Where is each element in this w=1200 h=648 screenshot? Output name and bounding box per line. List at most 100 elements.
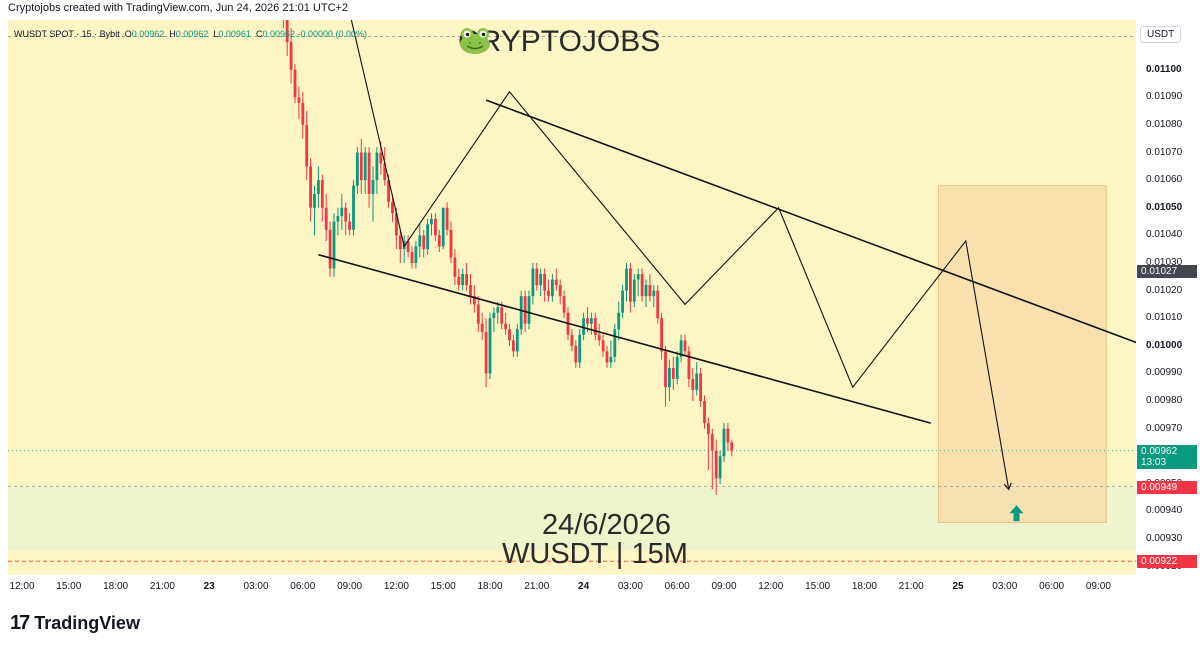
candle-body — [578, 334, 582, 363]
candle-body — [636, 274, 640, 280]
time-axis-label: 03:00 — [617, 581, 643, 592]
price-tick-label: 0.01010 — [1146, 312, 1183, 324]
candle-body — [617, 312, 621, 330]
channel-lower-line — [318, 253, 931, 424]
candle-body — [601, 340, 605, 352]
candle-body — [535, 268, 539, 286]
last-price-badge-value: 0.00962 — [1141, 445, 1178, 457]
chart-attribution: Cryptojobs created with TradingView.com,… — [8, 2, 349, 14]
candle-body — [332, 221, 336, 269]
time-axis-label: 15:00 — [805, 581, 831, 592]
chart-plot-area[interactable]: WUSDT SPOT · 15 · Bybit O0.00962 H0.0096… — [8, 20, 1136, 575]
candle-body — [422, 235, 426, 250]
time-axis[interactable]: 12:00 15:00 18:00 21:00 23 03:00 06:00 09:00 12:… — [8, 575, 1136, 599]
candle-body — [590, 318, 593, 324]
time-axis-label: 03:00 — [243, 581, 269, 592]
channel-upper-line — [485, 99, 1136, 344]
candle-body — [480, 323, 484, 333]
time-axis-label: 06:00 — [1039, 581, 1065, 592]
candle-body — [558, 285, 562, 297]
candle-body — [348, 221, 351, 230]
candle-body — [656, 290, 660, 319]
price-tick-label: 0.00980 — [1146, 395, 1183, 407]
price-tick-label: 0.00930 — [1146, 533, 1183, 545]
candle-body — [301, 102, 305, 125]
candle-body — [305, 124, 309, 167]
price-tick-label: 0.01000 — [1146, 339, 1183, 351]
candle-body — [324, 207, 328, 230]
time-axis-label: 09:00 — [711, 581, 737, 592]
tradingview-logo[interactable]: 17 TradingView — [10, 612, 140, 634]
candle-body — [285, 20, 289, 43]
candle-body — [691, 378, 695, 390]
candle-body — [297, 97, 301, 103]
candle-body — [461, 274, 465, 286]
candle-body — [675, 356, 679, 379]
ohlc-legend: WUSDT SPOT · 15 · Bybit O0.00962 H0.0096… — [14, 29, 367, 39]
candle-body — [367, 152, 371, 194]
legend-low: 0.00961 — [218, 29, 251, 39]
candle-body — [523, 296, 527, 324]
candle-body — [644, 285, 648, 297]
brand-text: CRYPTOJOBS — [458, 25, 661, 58]
candle-body — [457, 276, 461, 286]
candle-body — [543, 274, 546, 291]
candle-body — [613, 329, 617, 357]
candle-body — [629, 268, 632, 302]
candle-body — [730, 442, 734, 451]
candle-body — [570, 334, 574, 346]
candle-body — [391, 202, 394, 214]
time-axis-label: 18:00 — [103, 581, 129, 592]
candle-body — [722, 428, 726, 457]
candlestick-chart — [8, 20, 1136, 562]
candle-body — [527, 296, 531, 324]
candle-body — [664, 351, 667, 388]
tradingview-mark-icon: 17 — [10, 611, 30, 634]
candle-body — [476, 304, 480, 324]
price-tick-label: 0.00940 — [1146, 505, 1183, 517]
price-tick-label: 0.01080 — [1146, 118, 1183, 130]
price-axis[interactable]: USDT 0.01100 0.01090 0.01080 0.01070 0.01060… — [1136, 20, 1200, 575]
price-tick-label: 0.01090 — [1146, 91, 1183, 103]
candle-body — [328, 229, 332, 269]
candle-body — [551, 279, 554, 297]
currency-selector[interactable]: USDT — [1140, 26, 1182, 43]
candle-body — [453, 257, 457, 277]
candle-body — [313, 193, 316, 208]
candle-body — [418, 235, 422, 247]
tradingview-logo-text: TradingView — [34, 612, 140, 633]
time-axis-label: 09:00 — [337, 581, 363, 592]
candle-body — [621, 290, 624, 313]
candle-body — [660, 318, 663, 352]
price-tick-label: 0.01030 — [1146, 256, 1183, 268]
candle-body — [582, 318, 585, 335]
legend-o-label: O — [124, 29, 132, 39]
candle-body — [695, 373, 699, 390]
candle-body — [539, 274, 543, 286]
time-axis-label: 06:00 — [664, 581, 690, 592]
candle-body — [515, 329, 519, 352]
price-tick-label: 0.01100 — [1146, 63, 1182, 75]
time-axis-label: 12:00 — [758, 581, 784, 592]
candle-body — [406, 240, 410, 252]
price-tick-label: 0.01020 — [1146, 284, 1183, 296]
candle-body — [625, 268, 628, 291]
legend-c-label: C — [255, 29, 263, 39]
price-tick-label: 0.01040 — [1146, 229, 1183, 241]
candle-body — [714, 450, 718, 479]
candle-body — [449, 229, 453, 258]
candle-body — [289, 42, 293, 70]
legend-close: 0.00962 — [262, 29, 295, 39]
candle-body — [356, 152, 359, 186]
level-badge: 0.01027 — [1137, 265, 1197, 279]
candle-body — [554, 279, 558, 286]
candle-body — [519, 296, 523, 330]
candle-body — [593, 318, 597, 335]
time-axis-label: 21:00 — [524, 581, 550, 592]
time-axis-label: 18:00 — [477, 581, 503, 592]
time-axis-label: 06:00 — [290, 581, 316, 592]
frog-icon — [460, 28, 490, 54]
candle-body — [375, 152, 379, 181]
low-badge: 0.00922 — [1137, 555, 1197, 569]
low-badge-value: 0.00922 — [1141, 556, 1178, 568]
